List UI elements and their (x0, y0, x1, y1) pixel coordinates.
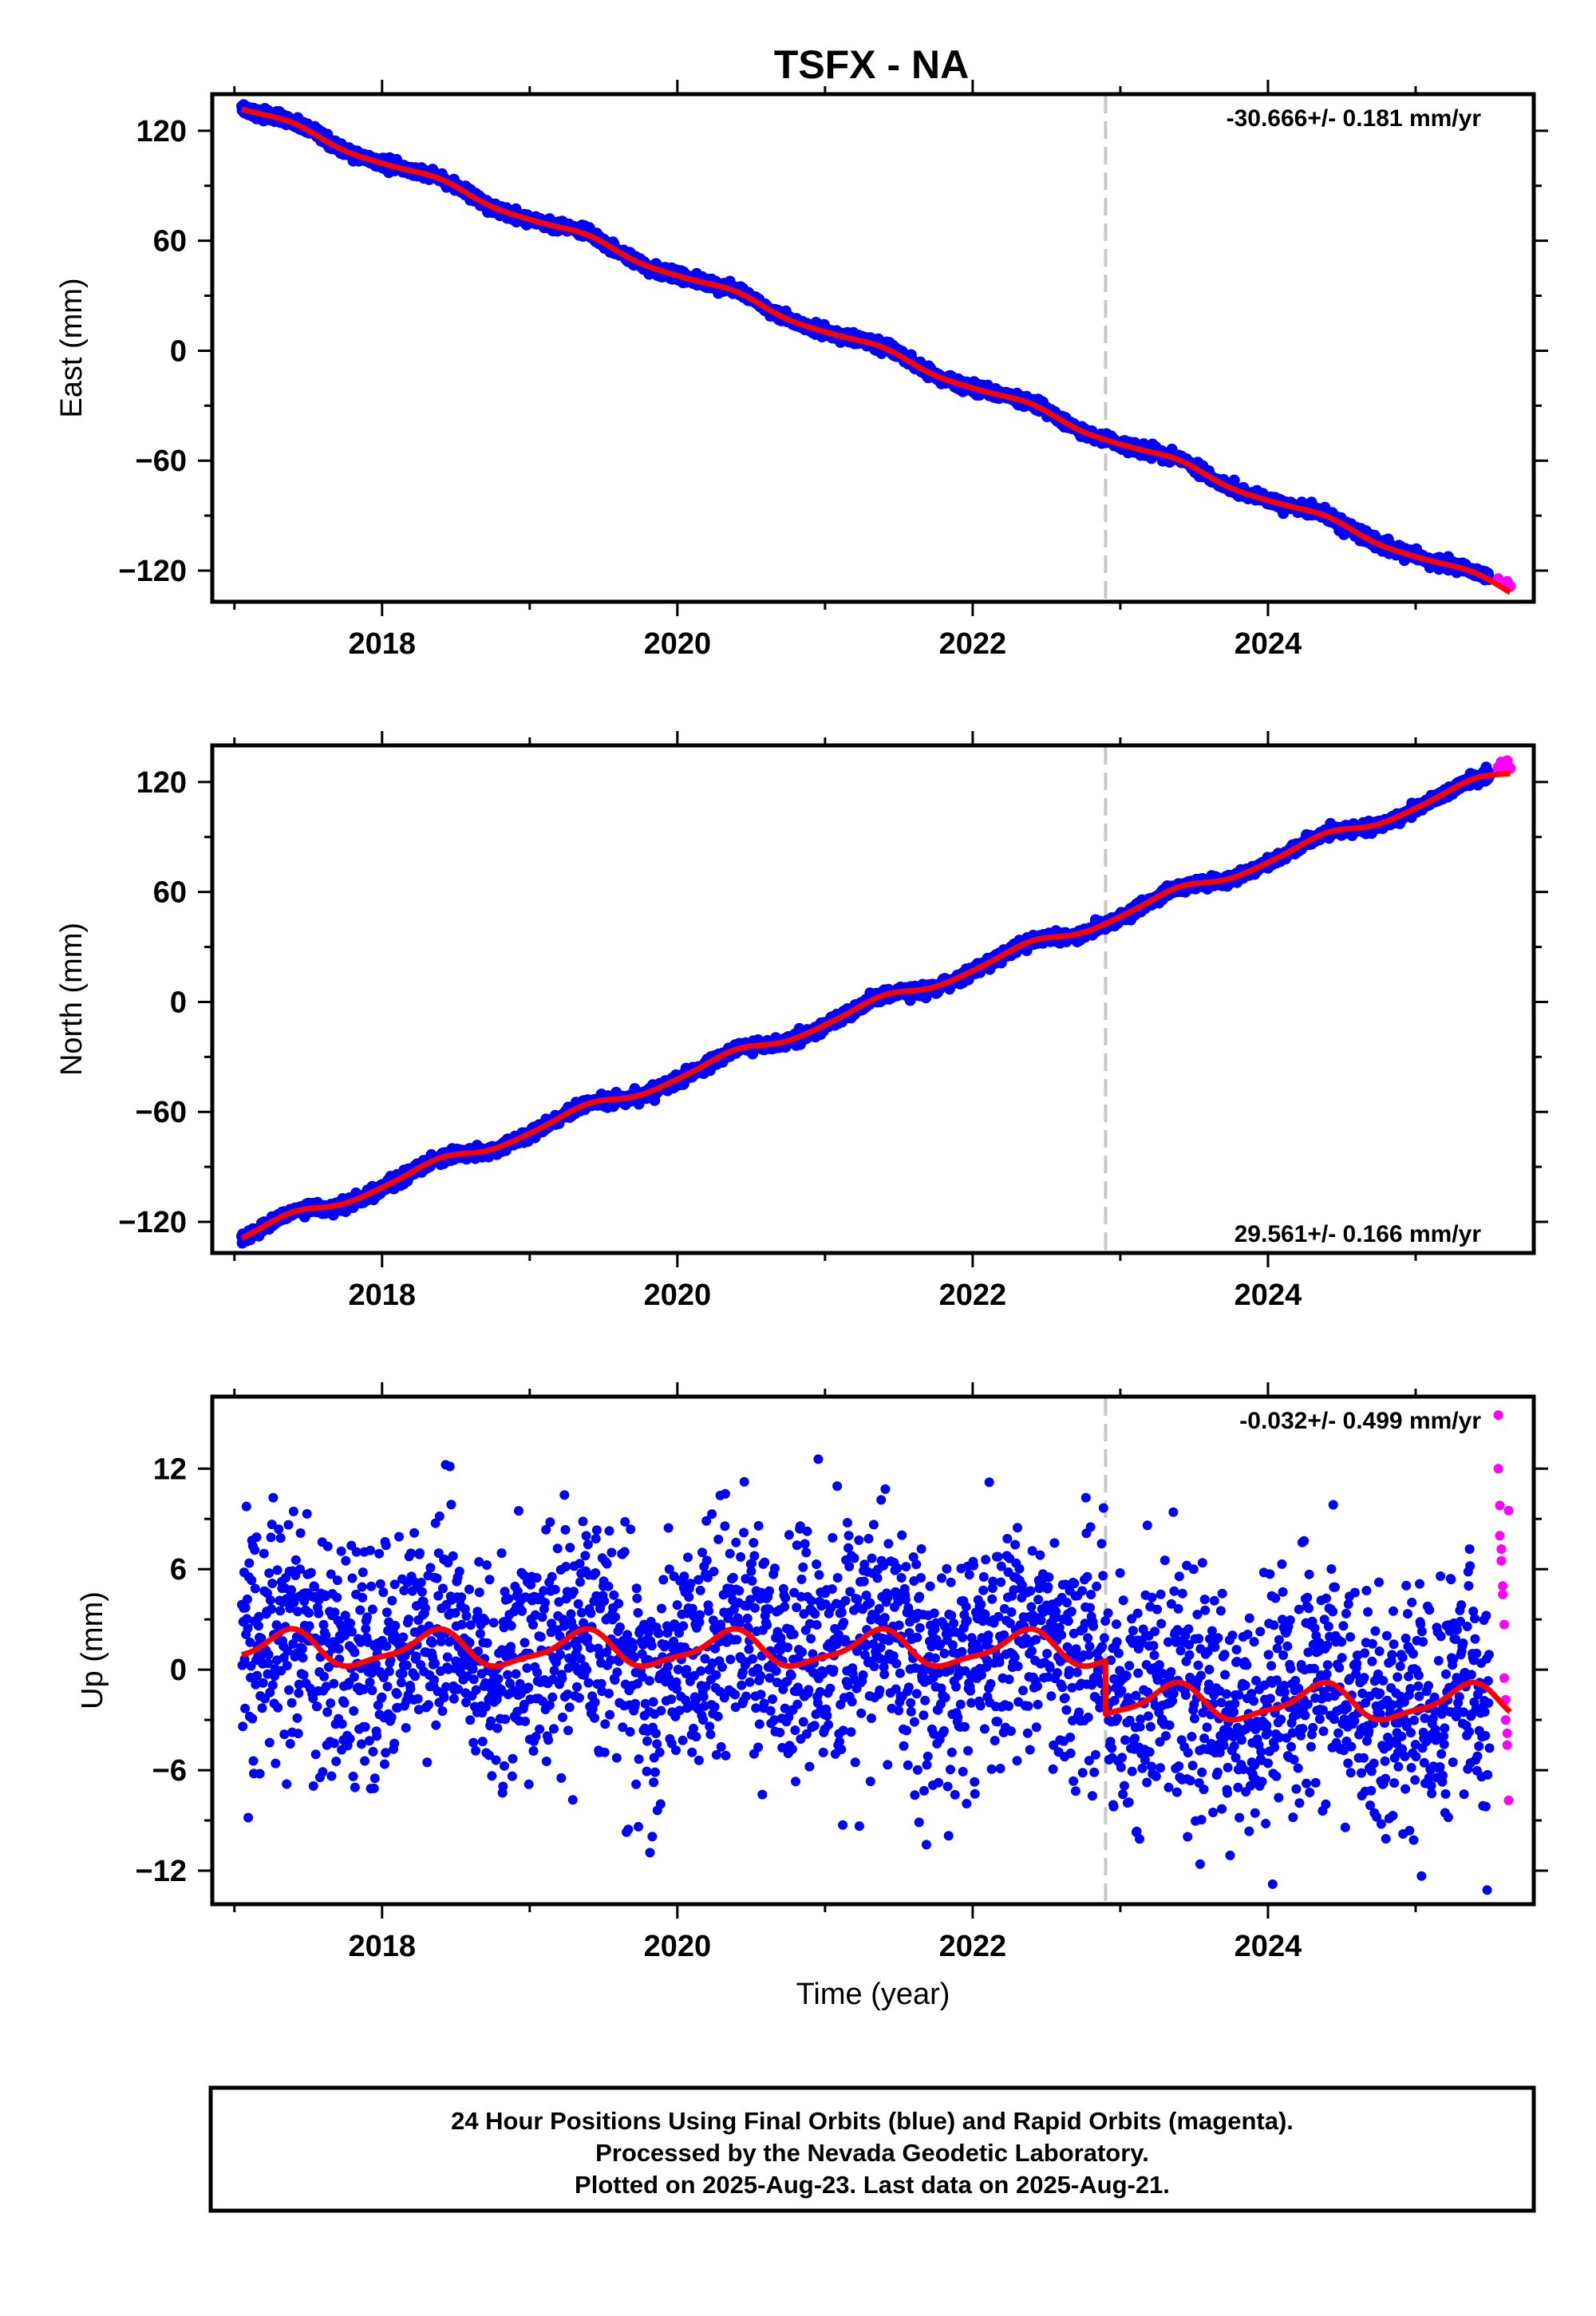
rate-label: -30.666+/- 0.181 mm/yr (1227, 105, 1482, 132)
y-tick-label: −60 (136, 445, 187, 478)
plot-area (236, 755, 1516, 1249)
x-tick-label: 2022 (939, 627, 1007, 661)
model-fit-line (241, 106, 1512, 595)
plot-frame (210, 92, 1536, 604)
panels: 2018 2020 2022 2024 120 60 0 −60 −120 East (mm) -3… (55, 80, 1548, 2011)
page-title: TSFX - NA (774, 42, 969, 87)
x-tick-label: 2024 (1235, 627, 1302, 661)
y-tick-label: 120 (136, 115, 187, 148)
y-tick-label: 0 (170, 334, 187, 368)
y-axis-label: East (mm) (55, 278, 89, 417)
y-tick-label: 60 (153, 225, 187, 259)
plot-area (236, 99, 1516, 595)
panel-east: 2018 2020 2022 2024 120 60 0 −60 −120 East (mm) -3… (55, 80, 1548, 661)
y-tick-label: −120 (118, 555, 187, 588)
x-tick-label: 2018 (349, 627, 417, 661)
x-tick-label: 2020 (644, 627, 712, 661)
